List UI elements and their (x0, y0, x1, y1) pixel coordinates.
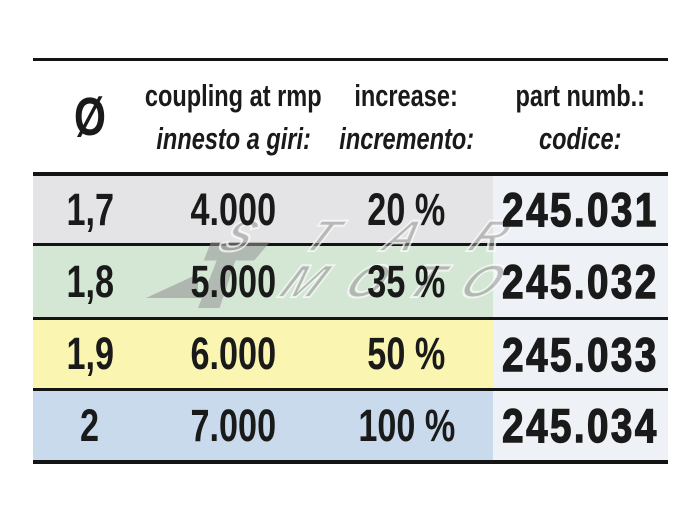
table-header-row: Ø coupling at rmp innesto a giri: increa… (33, 61, 668, 172)
diameter-value: 2 (80, 399, 100, 451)
table-row: 1,7 4.000 20 % 245.031 (33, 176, 668, 243)
header-cell-coupling: coupling at rmp innesto a giri: (145, 61, 322, 172)
part-number-value: 245.033 (502, 327, 659, 381)
header-cell-part-number: part numb.: codice: (493, 61, 668, 172)
part-number-value: 245.034 (502, 398, 659, 452)
header-part-en: part numb.: (515, 77, 646, 113)
diameter-value: 1,9 (66, 328, 114, 379)
cell-part-number: 245.031 (493, 176, 668, 243)
cell-part-number: 245.033 (493, 320, 668, 388)
header-coupling-it: innesto a giri: (156, 120, 311, 156)
header-cell-diameter: Ø (33, 61, 147, 172)
diameter-value: 1,7 (66, 183, 114, 235)
cell-part-number: 245.034 (493, 391, 668, 460)
cell-diameter: 1,7 (33, 176, 147, 243)
cell-increase: 35 % (320, 246, 493, 317)
coupling-rpm-value: 5.000 (190, 255, 277, 307)
table-bottom-border (33, 460, 668, 464)
increase-value: 20 % (367, 183, 446, 235)
header-increase-en: increase: (354, 77, 459, 113)
row-separator (33, 243, 668, 246)
parts-table: Ø coupling at rmp innesto a giri: increa… (33, 58, 668, 464)
cell-increase: 100 % (320, 391, 493, 460)
cell-diameter: 1,8 (33, 246, 147, 317)
part-number-value: 245.032 (502, 254, 659, 308)
table-row: 2 7.000 100 % 245.034 (33, 391, 668, 460)
diameter-symbol: Ø (74, 86, 106, 147)
cell-diameter: 1,9 (33, 320, 147, 388)
cell-coupling-rpm: 5.000 (147, 246, 320, 317)
table-row: 1,8 5.000 35 % 245.032 (33, 246, 668, 317)
cell-coupling-rpm: 7.000 (147, 391, 320, 460)
diameter-value: 1,8 (66, 255, 114, 307)
cell-part-number: 245.032 (493, 246, 668, 317)
header-separator (33, 172, 668, 176)
cell-coupling-rpm: 4.000 (147, 176, 320, 243)
table-top-border (33, 58, 668, 61)
table-row: 1,9 6.000 50 % 245.033 (33, 320, 668, 388)
increase-value: 50 % (367, 328, 446, 379)
row-separator (33, 317, 668, 320)
row-separator (33, 388, 668, 391)
header-part-it: codice: (539, 120, 622, 156)
header-cell-increase: increase: incremento: (320, 61, 493, 172)
header-increase-it: incremento: (339, 120, 474, 156)
cell-coupling-rpm: 6.000 (147, 320, 320, 388)
part-number-value: 245.031 (502, 182, 659, 236)
increase-value: 100 % (358, 399, 455, 451)
coupling-rpm-value: 6.000 (190, 328, 277, 379)
cell-diameter: 2 (33, 391, 147, 460)
header-coupling-en: coupling at rmp (145, 77, 322, 113)
cell-increase: 50 % (320, 320, 493, 388)
increase-value: 35 % (367, 255, 446, 307)
coupling-rpm-value: 7.000 (190, 399, 277, 451)
coupling-rpm-value: 4.000 (190, 183, 277, 235)
cell-increase: 20 % (320, 176, 493, 243)
